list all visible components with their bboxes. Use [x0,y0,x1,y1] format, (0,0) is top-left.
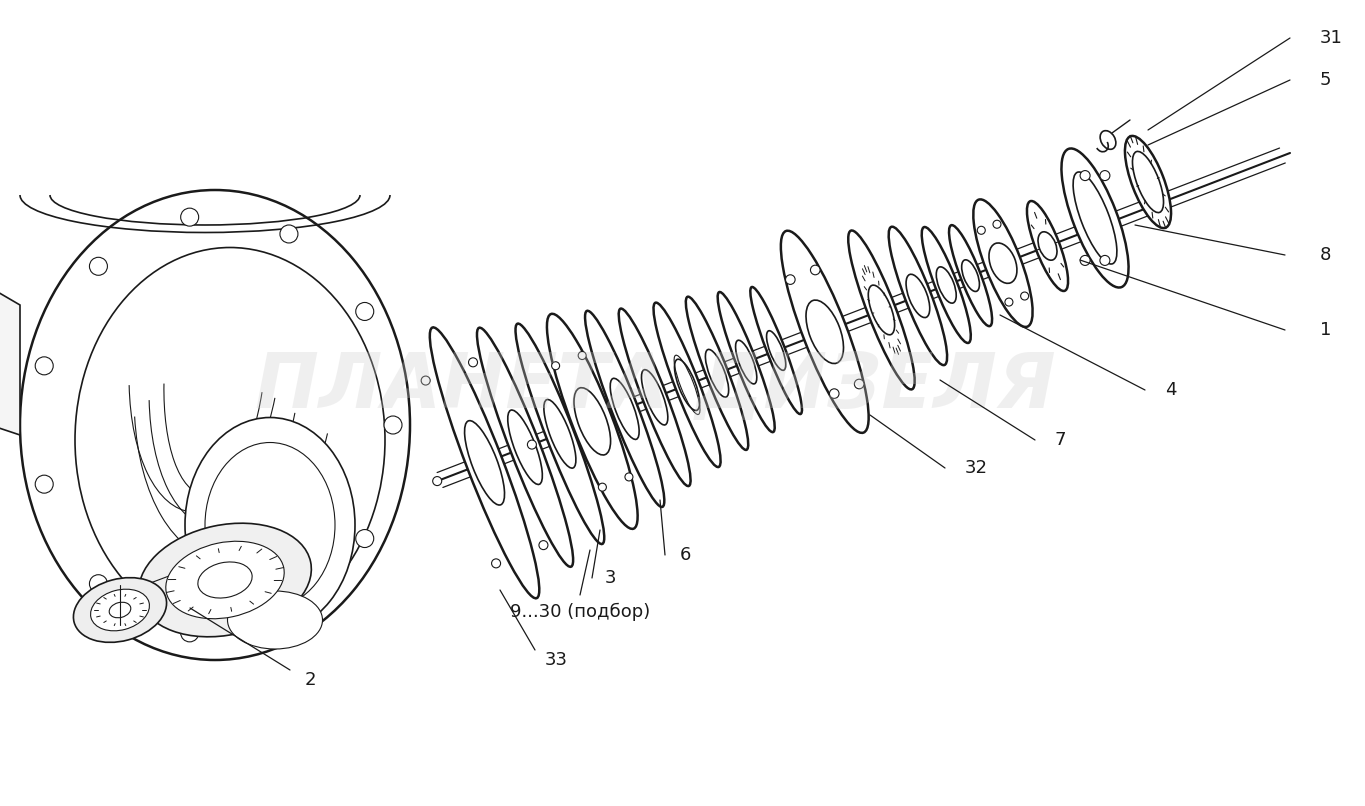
Ellipse shape [1021,292,1029,300]
Ellipse shape [180,208,199,226]
Ellipse shape [990,243,1017,284]
Ellipse shape [74,578,167,642]
Ellipse shape [1037,232,1057,260]
Ellipse shape [977,226,986,235]
Ellipse shape [1080,171,1091,181]
Ellipse shape [706,350,729,397]
Text: 32: 32 [965,459,988,477]
Ellipse shape [384,416,403,434]
Ellipse shape [464,421,505,505]
Ellipse shape [848,231,915,389]
Ellipse shape [280,225,298,243]
Ellipse shape [751,287,803,414]
Ellipse shape [180,624,199,642]
Ellipse shape [527,440,536,449]
Ellipse shape [547,314,637,529]
Ellipse shape [491,559,501,568]
Ellipse shape [811,265,820,275]
Ellipse shape [674,359,700,410]
Ellipse shape [949,225,992,326]
Ellipse shape [579,351,586,359]
Text: 1: 1 [1320,321,1331,339]
Text: 33: 33 [545,651,568,669]
Ellipse shape [551,362,560,370]
Ellipse shape [543,400,576,468]
Ellipse shape [20,190,410,660]
Ellipse shape [618,309,691,486]
Ellipse shape [805,300,844,364]
Ellipse shape [868,285,894,334]
Ellipse shape [109,602,131,617]
Ellipse shape [718,292,775,432]
Text: 8: 8 [1320,246,1331,264]
Ellipse shape [75,247,385,633]
Ellipse shape [539,541,547,550]
Ellipse shape [1026,201,1067,291]
Ellipse shape [356,530,374,547]
Text: 9...30 (подбор): 9...30 (подбор) [511,603,650,621]
Text: 5: 5 [1320,71,1331,89]
Ellipse shape [1080,256,1091,265]
Text: 31: 31 [1320,29,1343,47]
Ellipse shape [1005,298,1013,306]
Ellipse shape [356,302,374,321]
Ellipse shape [936,267,957,303]
Ellipse shape [781,231,868,433]
Ellipse shape [962,260,980,292]
Ellipse shape [992,220,1001,228]
Ellipse shape [228,591,322,649]
Ellipse shape [573,388,610,455]
Ellipse shape [198,562,253,598]
Ellipse shape [139,523,311,637]
Ellipse shape [430,327,539,598]
Ellipse shape [90,257,108,276]
Ellipse shape [785,275,796,285]
Ellipse shape [1100,131,1115,149]
Ellipse shape [906,274,930,318]
Ellipse shape [1133,152,1163,213]
Ellipse shape [35,357,53,375]
Ellipse shape [685,297,748,450]
Text: 3: 3 [605,569,617,587]
Ellipse shape [422,376,430,385]
Ellipse shape [35,476,53,493]
Ellipse shape [642,370,667,425]
Ellipse shape [610,378,639,439]
Ellipse shape [654,302,721,467]
Ellipse shape [736,340,756,384]
Ellipse shape [1100,256,1110,265]
Ellipse shape [1073,172,1117,264]
Text: 2: 2 [304,671,317,689]
Ellipse shape [90,575,108,592]
Ellipse shape [921,227,971,343]
Ellipse shape [1125,136,1171,228]
Ellipse shape [205,442,334,608]
Ellipse shape [586,311,665,507]
Ellipse shape [280,607,298,625]
Polygon shape [0,270,20,435]
Text: 6: 6 [680,546,692,564]
Ellipse shape [854,379,864,388]
Ellipse shape [973,199,1032,327]
Ellipse shape [830,388,839,398]
Ellipse shape [90,589,149,631]
Ellipse shape [186,418,355,633]
Ellipse shape [1062,148,1129,288]
Ellipse shape [165,542,284,619]
Text: ПЛАНЕТА ДИЗЕЛЯ: ПЛАНЕТА ДИЗЕЛЯ [255,350,1055,424]
Ellipse shape [598,483,606,491]
Text: 4: 4 [1164,381,1177,399]
Ellipse shape [1100,171,1110,181]
Ellipse shape [508,410,542,484]
Text: 7: 7 [1055,431,1066,449]
Ellipse shape [767,330,786,370]
Ellipse shape [476,328,573,567]
Ellipse shape [433,476,442,485]
Ellipse shape [516,323,605,544]
Ellipse shape [468,358,478,367]
Ellipse shape [889,226,947,365]
Ellipse shape [625,473,633,481]
